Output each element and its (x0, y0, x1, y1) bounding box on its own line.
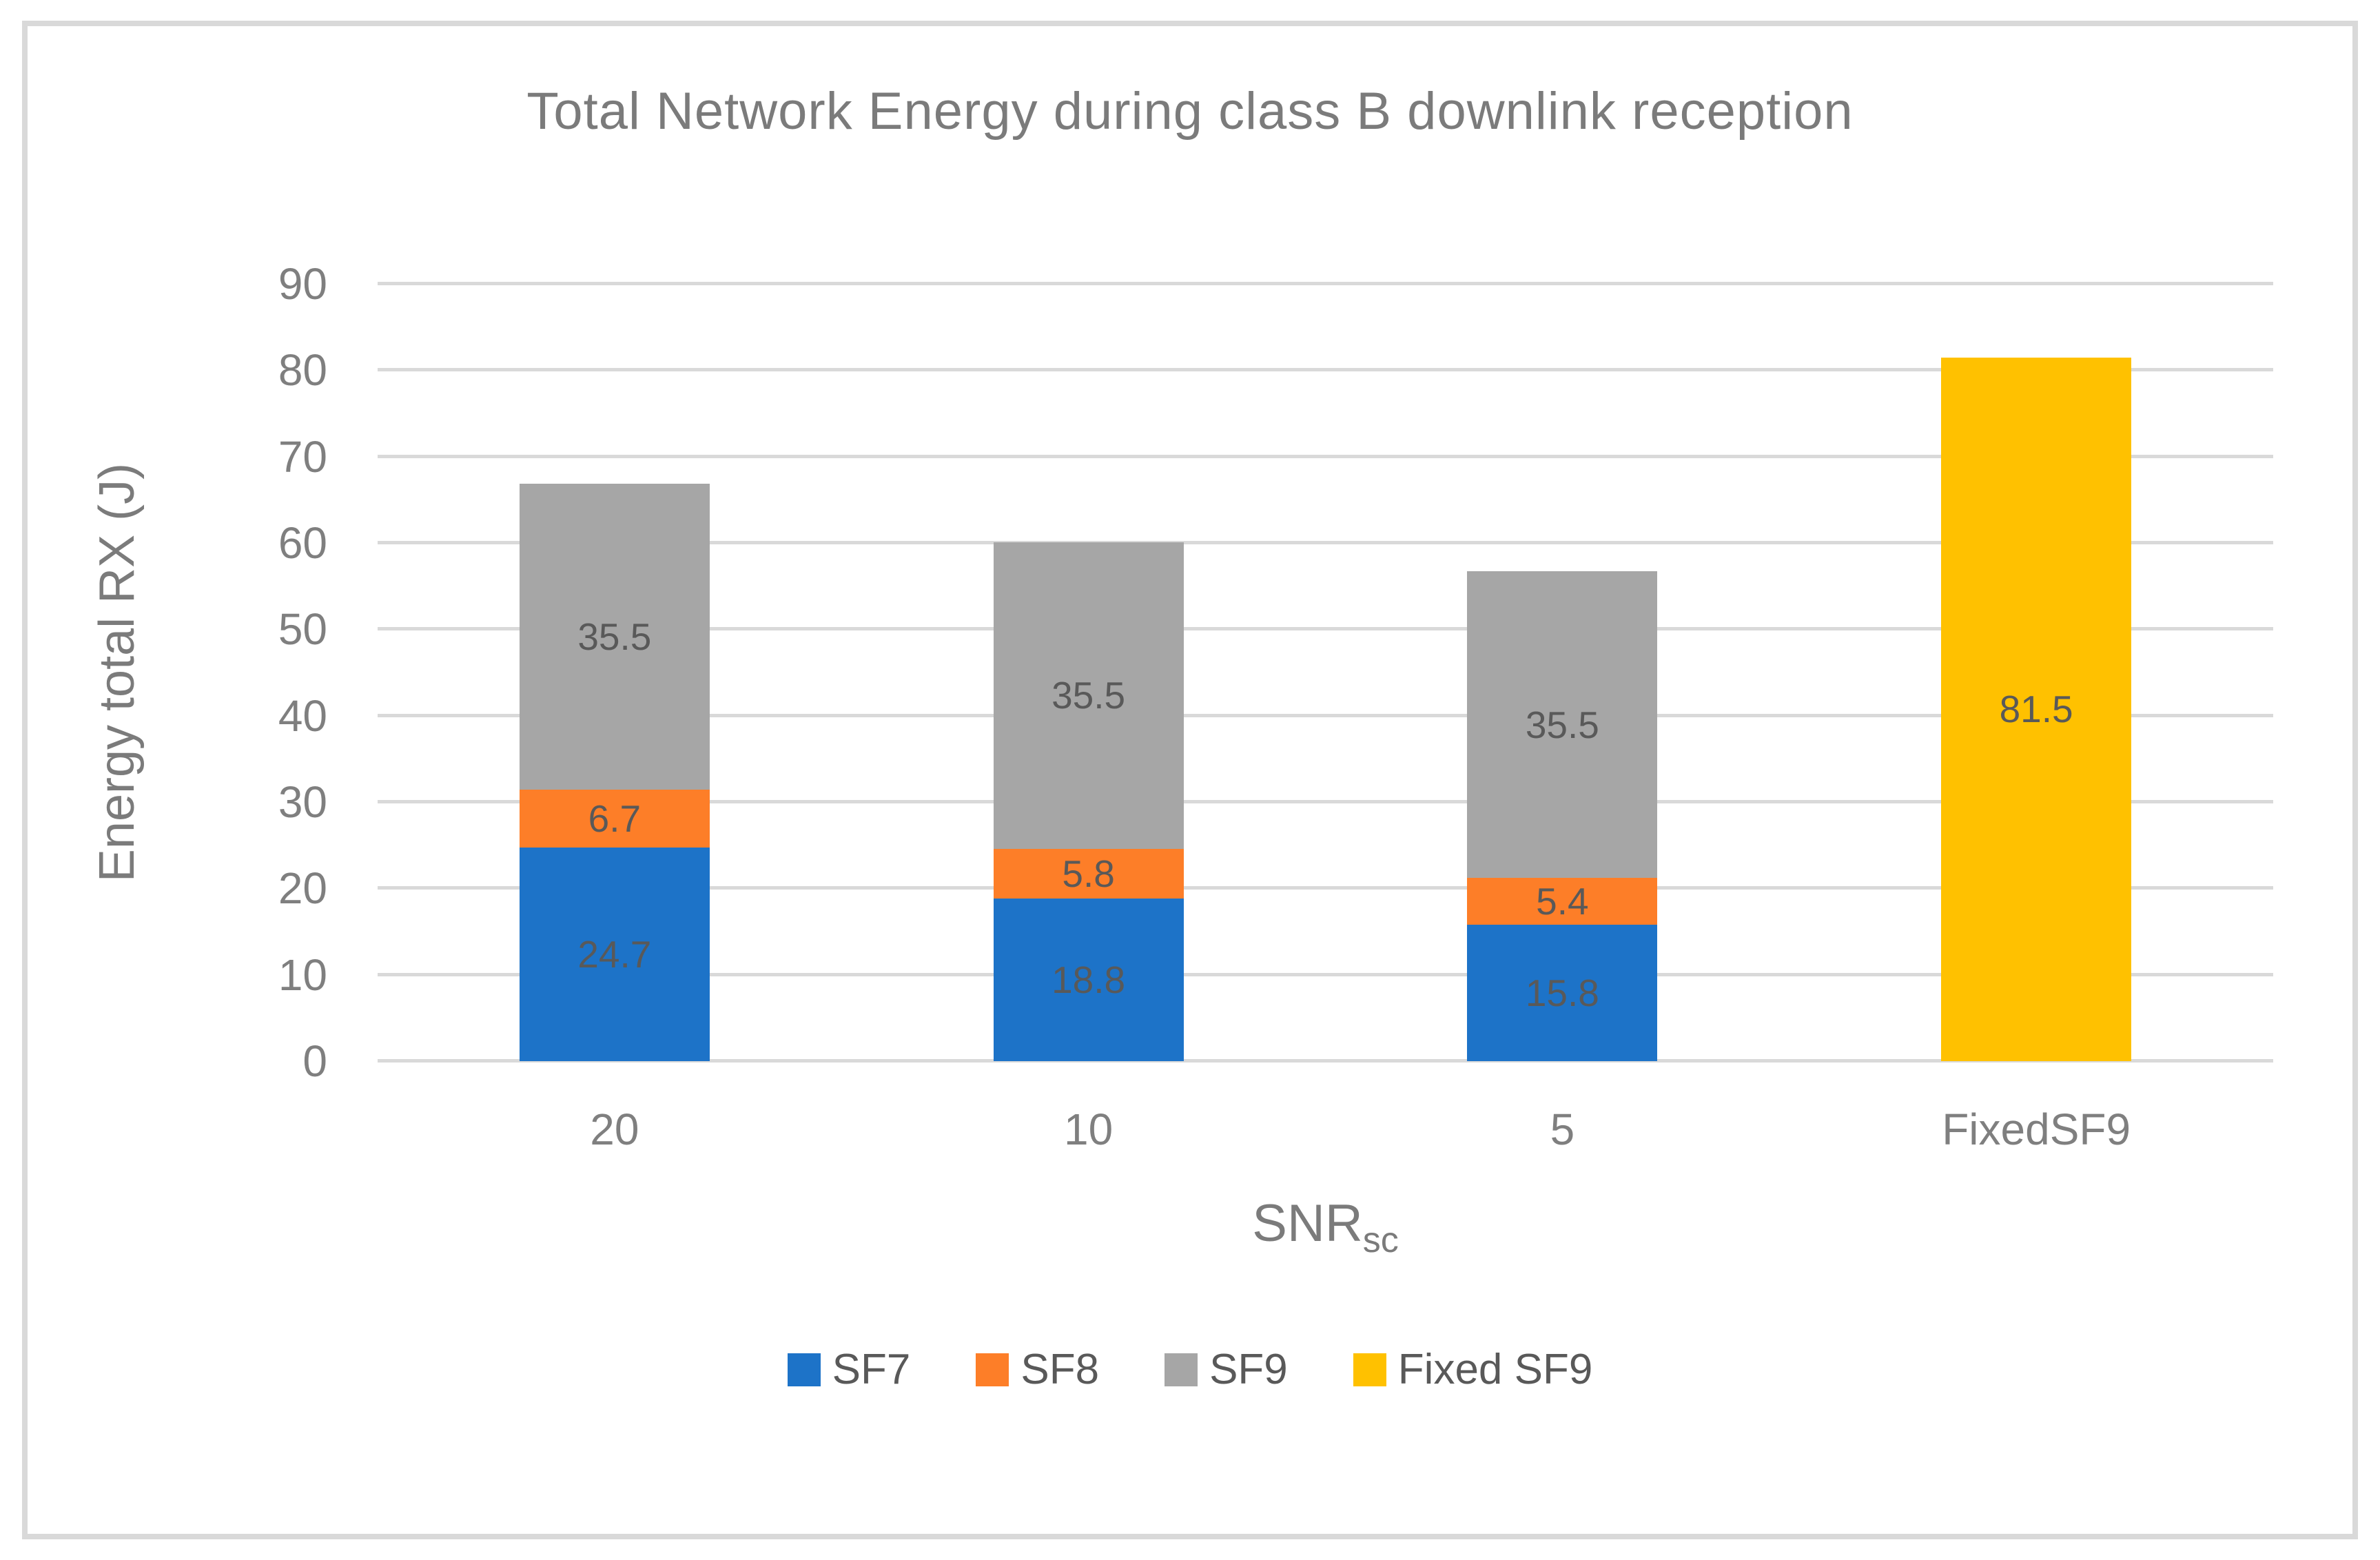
gridline (378, 454, 2273, 458)
gridline (378, 713, 2273, 717)
gridline (378, 886, 2273, 890)
x-axis-title: SNRsc (378, 1193, 2273, 1261)
legend-item-sf7: SF7 (787, 1345, 911, 1394)
legend-swatch-fixed-sf9 (1353, 1353, 1386, 1386)
y-tick-labels: 0 10 20 30 40 50 60 70 80 90 (0, 262, 327, 1083)
chart-title: Total Network Energy during class B down… (526, 82, 1854, 141)
y-tick-label: 0 (302, 1036, 327, 1086)
legend-swatch-sf7 (787, 1353, 821, 1386)
plot-area: 24.7 6.7 35.5 20 18.8 5.8 35.5 10 15.8 5.4 35.5 5 81… (378, 282, 2273, 1154)
gridline (378, 627, 2273, 631)
bar-value-label: 35.5 (1525, 703, 1599, 746)
bar-value-label: 5.4 (1536, 880, 1589, 923)
bar-value-label: 5.8 (1062, 852, 1115, 896)
bar-segment-sf7: 18.8 (993, 899, 1184, 1061)
x-tick-label: FixedSF9 (1942, 1105, 2131, 1154)
bar-value-label: 35.5 (577, 615, 652, 658)
bar-segment-sf9: 35.5 (519, 483, 710, 790)
y-tick-label: 60 (278, 518, 327, 568)
legend-label-fixed-sf9: Fixed SF9 (1397, 1346, 1593, 1393)
gridline (378, 368, 2273, 372)
legend-item-fixed-sf9: Fixed SF9 (1353, 1345, 1593, 1394)
bar-segment-sf7: 15.8 (1467, 924, 1658, 1061)
y-tick-label: 10 (278, 950, 327, 1000)
bar-segment-sf7: 24.7 (519, 848, 710, 1061)
bar-value-label: 35.5 (1051, 674, 1126, 717)
y-tick-label: 50 (278, 604, 327, 655)
legend-swatch-sf8 (976, 1353, 1009, 1386)
legend-label-sf7: SF7 (832, 1346, 911, 1393)
gridline (378, 282, 2273, 285)
bar-value-label: 24.7 (577, 933, 652, 976)
bar-segment-sf8: 6.7 (519, 790, 710, 848)
y-tick-label: 30 (278, 777, 327, 827)
gridline (378, 541, 2273, 545)
bar-value-label: 81.5 (1999, 688, 2073, 731)
x-axis-title-text: SNR (1252, 1194, 1363, 1253)
legend-label-sf8: SF8 (1020, 1346, 1100, 1393)
legend-item-sf9: SF9 (1165, 1345, 1288, 1394)
bar-segment-sf8: 5.4 (1467, 878, 1658, 925)
bar-group-5: 15.8 5.4 35.5 5 (1467, 284, 1658, 1154)
gridline (378, 800, 2273, 804)
bar-value-label: 6.7 (588, 797, 642, 841)
y-tick-label: 90 (278, 259, 327, 309)
gridline (378, 972, 2273, 976)
x-axis-title-subscript: sc (1362, 1220, 1399, 1261)
bar-segment-sf9: 35.5 (993, 542, 1184, 849)
x-tick-label: 10 (1064, 1105, 1114, 1154)
legend-label-sf9: SF9 (1209, 1346, 1288, 1393)
x-tick-label: 20 (590, 1105, 639, 1154)
y-tick-label: 70 (278, 431, 327, 482)
bar-segment-fixed-sf9: 81.5 (1941, 357, 2132, 1061)
bar-segment-sf8: 5.8 (993, 848, 1184, 899)
bar-value-label: 18.8 (1051, 958, 1126, 1002)
y-tick-label: 20 (278, 863, 327, 914)
bar-group-FixedSF9: 81.5 FixedSF9 (1941, 284, 2132, 1154)
bar-group-10: 18.8 5.8 35.5 10 (993, 284, 1184, 1154)
x-tick-label: 5 (1550, 1105, 1575, 1154)
legend-item-sf8: SF8 (976, 1345, 1099, 1394)
legend: SF7 SF8 SF9 Fixed SF9 (0, 1345, 2380, 1394)
y-tick-label: 40 (278, 690, 327, 741)
bar-segment-sf9: 35.5 (1467, 571, 1658, 879)
gridline (378, 1059, 2273, 1063)
bar-value-label: 15.8 (1525, 971, 1599, 1014)
bar-group-20: 24.7 6.7 35.5 20 (519, 284, 710, 1154)
legend-swatch-sf9 (1165, 1353, 1198, 1386)
y-tick-label: 80 (278, 345, 327, 396)
